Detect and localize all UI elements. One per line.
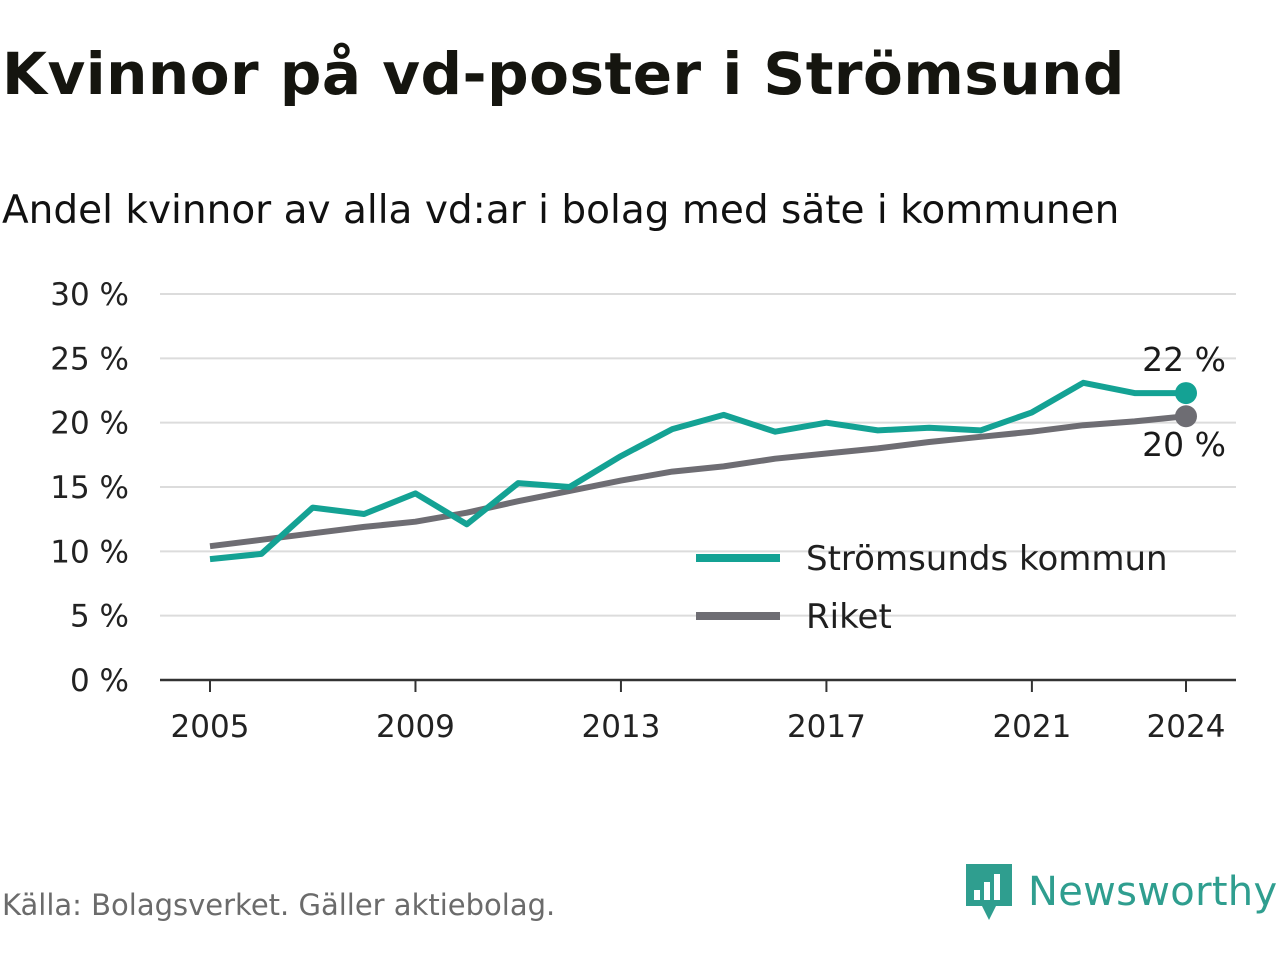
y-tick-label: 0 %	[70, 663, 129, 699]
y-tick-label: 5 %	[70, 599, 129, 635]
brand-logo: Newsworthy	[964, 862, 1277, 922]
x-axis-ticks: 2005 2009 2013 2017 2021 2024	[171, 680, 1226, 745]
x-tick-label: 2024	[1147, 709, 1226, 745]
x-tick-label: 2013	[581, 709, 660, 745]
end-labels: 22 % 20 %	[1142, 340, 1226, 464]
series-line-riket	[209, 413, 1187, 550]
x-tick-label: 2017	[787, 709, 866, 745]
legend-label-kommun: Strömsunds kommun	[806, 539, 1168, 579]
legend: Strömsunds kommun Riket	[696, 539, 1168, 637]
y-axis-ticks: 0 % 5 % 10 % 15 % 20 % 25 % 30 %	[50, 277, 129, 699]
y-tick-label: 10 %	[50, 534, 129, 570]
chart-title: Kvinnor på vd-poster i Strömsund	[2, 40, 1125, 108]
newsworthy-logo-icon	[966, 864, 1012, 920]
brand-name: Newsworthy	[1028, 869, 1278, 915]
end-label-kommun: 22 %	[1142, 340, 1226, 379]
end-label-riket: 20 %	[1142, 425, 1226, 464]
series-lines	[209, 379, 1197, 563]
x-tick-label: 2021	[992, 709, 1071, 745]
series-line-kommun	[209, 379, 1186, 563]
source-note: Källa: Bolagsverket. Gäller aktiebolag.	[2, 888, 556, 922]
x-tick-label: 2009	[376, 709, 455, 745]
y-tick-label: 25 %	[50, 341, 129, 377]
y-tick-label: 20 %	[50, 406, 129, 442]
x-tick-label: 2005	[171, 709, 250, 745]
end-point-riket	[1175, 405, 1197, 428]
end-point-kommun	[1175, 382, 1197, 405]
chart-subtitle: Andel kvinnor av alla vd:ar i bolag med …	[2, 188, 1120, 233]
y-tick-label: 30 %	[50, 277, 129, 313]
legend-label-riket: Riket	[806, 597, 892, 637]
y-tick-label: 15 %	[50, 470, 129, 506]
